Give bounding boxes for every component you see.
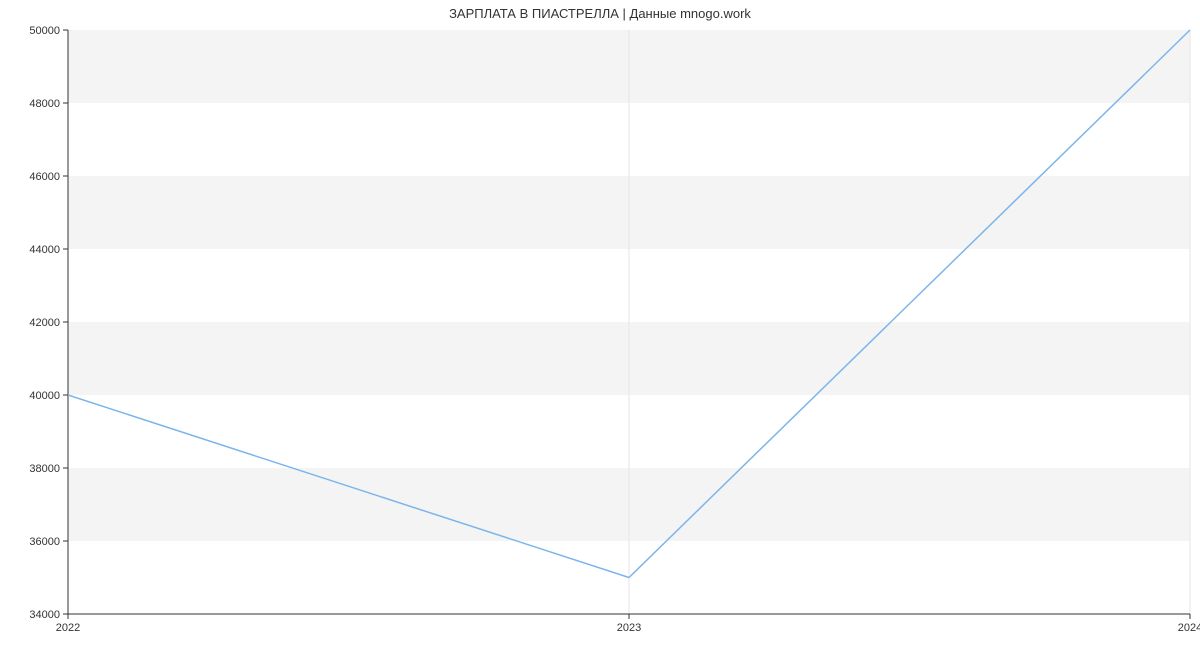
- salary-line-chart: ЗАРПЛАТА В ПИАСТРЕЛЛА | Данные mnogo.wor…: [0, 0, 1200, 650]
- y-tick-label: 42000: [29, 317, 60, 329]
- x-tick-label: 2023: [617, 622, 641, 634]
- x-tick-label: 2022: [56, 622, 80, 634]
- y-tick-label: 36000: [29, 536, 60, 548]
- y-tick-label: 40000: [29, 390, 60, 402]
- chart-svg: 34000 36000 38000 40000 42000 44000 46000 48000…: [0, 0, 1200, 650]
- y-tick-label: 46000: [29, 171, 60, 183]
- y-tick-label: 44000: [29, 244, 60, 256]
- x-tick-label: 2024: [1178, 622, 1200, 634]
- y-tick-label: 50000: [29, 25, 60, 37]
- chart-title: ЗАРПЛАТА В ПИАСТРЕЛЛА | Данные mnogo.wor…: [0, 6, 1200, 21]
- y-tick-label: 48000: [29, 98, 60, 110]
- y-tick-label: 34000: [29, 609, 60, 621]
- y-tick-label: 38000: [29, 463, 60, 475]
